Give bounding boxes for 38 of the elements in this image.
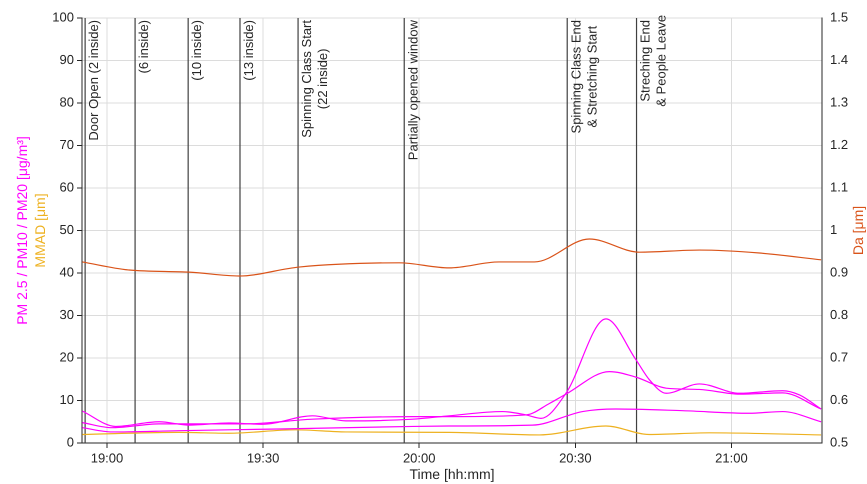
x-tick-label: 21:00 [715, 450, 748, 466]
y-tick-label: 40 [60, 264, 74, 280]
y2-tick-label: 1.4 [830, 52, 848, 68]
ref-line-label: Spinning Class End & Stretching Start [568, 20, 600, 134]
ref-line-label: Spinning Class Start (22 inside) [299, 20, 330, 138]
x-tick-label: 20:00 [402, 450, 436, 466]
y-axis-title: PM 2.5 / PM10 / PM20 [μg/m³] MMAD [μm] [14, 136, 48, 325]
y2-tick-label: 0.9 [830, 264, 848, 280]
y-tick-label: 100 [52, 10, 74, 25]
ref-line-label: Partially opened window [405, 19, 420, 160]
y-tick-label: 70 [60, 137, 74, 152]
x-axis-title: Time [hh:mm] [409, 466, 495, 482]
y2-tick-label: 1.2 [830, 137, 848, 152]
x-tick-label: 20:30 [559, 450, 592, 466]
y2-tick-label: 0.5 [830, 434, 848, 450]
y2-tick-label: 1.3 [830, 94, 848, 110]
y2-tick-label: 1.5 [830, 10, 848, 25]
y-tick-label: 20 [60, 350, 74, 365]
y-tick-label: 30 [60, 307, 74, 322]
y-tick-label: 90 [60, 52, 74, 68]
y2-tick-label: 0.8 [830, 307, 848, 322]
ref-line-label: (13 inside) [241, 20, 256, 81]
ref-line-label: Door Open (2 inside) [86, 20, 102, 141]
y2-tick-label: 1 [830, 222, 838, 238]
y2-axis-title: Da [μm] [850, 206, 866, 256]
y-tick-label: 50 [60, 222, 74, 238]
x-tick-label: 19:00 [90, 450, 124, 466]
y-tick-label: 60 [60, 180, 74, 195]
ref-line-label: (10 inside) [189, 20, 204, 81]
y-tick-label: 10 [60, 392, 74, 408]
y-tick-label: 80 [60, 94, 74, 110]
x-tick-label: 19:30 [246, 450, 280, 466]
y2-tick-label: 1.1 [830, 180, 848, 195]
y2-tick-label: 0.7 [830, 350, 848, 365]
y-tick-label: 0 [66, 434, 74, 450]
ref-line-label: Streching End & People Leave [638, 14, 669, 107]
y2-tick-label: 0.6 [830, 392, 848, 408]
ref-line-label: (6 inside) [136, 20, 152, 74]
